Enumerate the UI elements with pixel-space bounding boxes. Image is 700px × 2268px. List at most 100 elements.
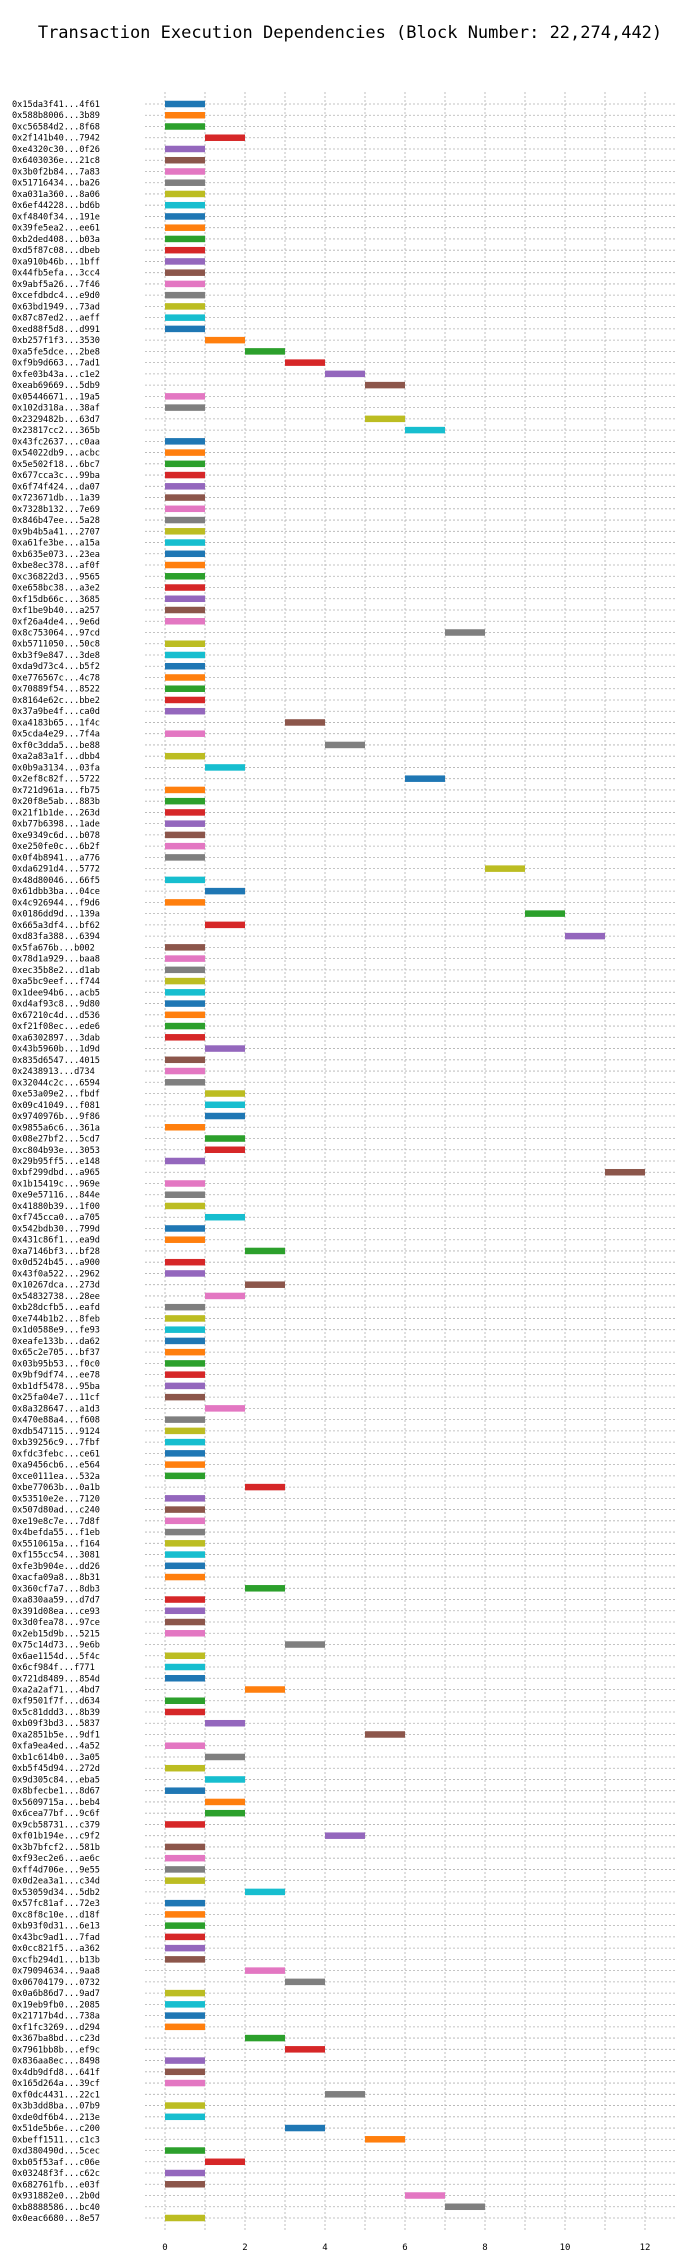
y-tick-label: 0x682761fb...e03f bbox=[12, 2180, 100, 2190]
bar-0x0eac6680...8e57 bbox=[165, 2214, 205, 2222]
bar-0xfa9ea4ed...4a52 bbox=[165, 1742, 205, 1749]
y-tick-label: 0x723671db...1a39 bbox=[12, 494, 100, 504]
y-tick-label: 0x931882e0...2b0d bbox=[12, 2192, 100, 2202]
bar-0xa6302897...3dab bbox=[165, 1034, 205, 1041]
y-tick-label: 0x102d318a...38af bbox=[12, 404, 100, 414]
y-tick-label: 0xc56584d2...8f68 bbox=[12, 122, 100, 132]
y-tick-label: 0xe250fe0c...6b2f bbox=[12, 842, 100, 852]
y-tick-label: 0x4db9dfd8...641f bbox=[12, 2068, 100, 2078]
bar-0xe19e8c7e...7d8f bbox=[165, 1517, 205, 1525]
y-tick-label: 0xcefdbdc4...e9d0 bbox=[12, 291, 100, 301]
y-tick-label: 0x20f8e5ab...883b bbox=[12, 797, 100, 807]
bar-0xcefdbdc4...e9d0 bbox=[165, 291, 205, 299]
y-tick-label: 0xf26a4de4...9e6d bbox=[12, 617, 100, 627]
bar-0x03248f3f...c62c bbox=[165, 2169, 205, 2177]
x-tick-label: 2 bbox=[242, 2243, 247, 2253]
bar-0x9abf5a26...7f46 bbox=[165, 280, 205, 288]
y-tick-label: 0x25fa04e7...11cf bbox=[12, 1393, 100, 1403]
y-tick-label: 0x0a6b86d7...9ad7 bbox=[12, 1989, 100, 1999]
bar-0xe9e57116...844e bbox=[165, 1191, 205, 1198]
bar-0x67210c4d...d536 bbox=[165, 1011, 205, 1019]
bar-0xff4d706e...9e55 bbox=[165, 1866, 205, 1873]
y-tick-label: 0xcfb294d1...b13b bbox=[12, 1955, 100, 1965]
y-tick-label: 0xbe77063b...0a1b bbox=[12, 1483, 100, 1493]
bar-0x32044c2c...6594 bbox=[165, 1079, 205, 1086]
bar-0x665a3df4...bf62 bbox=[205, 921, 245, 929]
y-tick-label: 0xfdc3febc...ce61 bbox=[12, 1449, 100, 1459]
y-tick-label: 0xed88f5d8...d991 bbox=[12, 325, 100, 335]
bar-0x70889f54...8522 bbox=[165, 685, 205, 692]
bar-0x1dee94b6...acb5 bbox=[165, 989, 205, 996]
y-tick-label: 0x78d1a929...baa8 bbox=[12, 955, 100, 965]
bar-0x391d08ea...ce93 bbox=[165, 1607, 205, 1615]
y-tick-label: 0xf1be9b40...a257 bbox=[12, 606, 100, 616]
bar-0x5e502f18...6bc7 bbox=[165, 460, 205, 468]
bar-0x54022db9...acbc bbox=[165, 449, 205, 456]
x-tick-label: 6 bbox=[402, 2243, 407, 2253]
y-tick-label: 0x54832738...28ee bbox=[12, 1292, 100, 1302]
bar-0xeafe133b...da62 bbox=[165, 1337, 205, 1345]
bar-0xeab69669...5db9 bbox=[365, 381, 405, 389]
bar-0x6f74f424...da07 bbox=[165, 483, 205, 490]
bar-0x6ef44228...bd6b bbox=[165, 201, 205, 209]
bar-0xf0c3dda5...be88 bbox=[325, 741, 365, 749]
y-tick-label: 0x08e27bf2...5cd7 bbox=[12, 1135, 100, 1145]
y-tick-label: 0x39fe5ea2...ee61 bbox=[12, 224, 100, 234]
y-tick-label: 0x665a3df4...bf62 bbox=[12, 921, 100, 931]
y-tick-label: 0x44fb5efa...3cc4 bbox=[12, 269, 100, 279]
y-tick-label: 0x6ae1154d...5f4c bbox=[12, 1652, 100, 1662]
bar-0xf155cc54...3081 bbox=[165, 1551, 205, 1558]
bar-0x2ef8c82f...5722 bbox=[405, 775, 445, 782]
y-tick-label: 0x2438913...d734 bbox=[12, 1067, 95, 1077]
bar-0x7961bb8b...ef9c bbox=[285, 2046, 325, 2053]
y-tick-label: 0x6cea77bf...9c6f bbox=[12, 1809, 100, 1819]
y-tick-label: 0x8bfecbe1...8d67 bbox=[12, 1787, 100, 1797]
y-tick-label: 0xec35b8e2...d1ab bbox=[12, 966, 100, 976]
bar-0xe776567c...4c78 bbox=[165, 674, 205, 681]
bar-0xf21f08ec...ede6 bbox=[165, 1022, 205, 1030]
y-tick-label: 0x70889f54...8522 bbox=[12, 685, 100, 695]
y-tick-label: 0xb5711050...50c8 bbox=[12, 640, 100, 650]
y-tick-label: 0xbf299dbd...a965 bbox=[12, 1168, 100, 1178]
bar-0xbeff1511...c1c3 bbox=[365, 2136, 405, 2143]
y-tick-label: 0xfe03b43a...c1e2 bbox=[12, 370, 100, 380]
y-tick-label: 0xa4183b65...1f4c bbox=[12, 718, 100, 728]
bar-0xfe03b43a...c1e2 bbox=[325, 370, 365, 378]
y-tick-label: 0xb93f0d31...6e13 bbox=[12, 1922, 100, 1932]
y-tick-label: 0xe9e57116...844e bbox=[12, 1191, 100, 1201]
bar-0x15da3f41...4f61 bbox=[165, 100, 205, 108]
y-tick-label: 0x21717b4d...738a bbox=[12, 2012, 100, 2022]
y-tick-label: 0x1dee94b6...acb5 bbox=[12, 988, 100, 998]
bar-0x19eb9fb0...2085 bbox=[165, 2001, 205, 2008]
bar-0x41880b39...1f00 bbox=[165, 1202, 205, 1210]
y-tick-label: 0xe658bc38...a3e2 bbox=[12, 584, 100, 594]
y-tick-label: 0xc8f8c10e...d18f bbox=[12, 1910, 100, 1920]
y-tick-label: 0x836aa8ec...8498 bbox=[12, 2057, 100, 2067]
bar-0xa2a83a1f...dbb4 bbox=[165, 752, 205, 760]
y-tick-label: 0x06704179...0732 bbox=[12, 1978, 100, 1988]
bar-0x3b0f2b84...7a83 bbox=[165, 168, 205, 175]
y-tick-label: 0x37a9be4f...ca0d bbox=[12, 707, 100, 717]
y-tick-label: 0xe19e8c7e...7d8f bbox=[12, 1517, 100, 1527]
y-tick-label: 0x2f141b40...7942 bbox=[12, 134, 100, 144]
bar-0x05446671...19a5 bbox=[165, 393, 205, 400]
bar-0xe744b1b2...8feb bbox=[165, 1315, 205, 1322]
y-tick-label: 0x367ba8bd...c23d bbox=[12, 2034, 100, 2044]
y-tick-label: 0xb28dcfb5...eafd bbox=[12, 1303, 100, 1313]
y-tick-label: 0x15da3f41...4f61 bbox=[12, 100, 100, 110]
bar-0x682761fb...e03f bbox=[165, 2181, 205, 2188]
x-tick-label: 8 bbox=[482, 2243, 487, 2253]
bar-0x4befda55...f1eb bbox=[165, 1528, 205, 1536]
y-tick-label: 0xf745cca0...a705 bbox=[12, 1213, 100, 1223]
y-tick-label: 0x79094634...9aa8 bbox=[12, 1967, 100, 1977]
y-tick-label: 0x542bdb30...799d bbox=[12, 1224, 100, 1234]
y-tick-label: 0x6cf984f...f771 bbox=[12, 1663, 95, 1673]
y-tick-label: 0xb09f3bd3...5837 bbox=[12, 1719, 100, 1729]
y-tick-label: 0x67210c4d...d536 bbox=[12, 1011, 100, 1021]
bar-0xe658bc38...a3e2 bbox=[165, 584, 205, 591]
bar-0x09c41049...f081 bbox=[205, 1101, 245, 1109]
y-tick-label: 0x51de5b6e...c200 bbox=[12, 2124, 100, 2134]
y-tick-label: 0x21f1b1de...263d bbox=[12, 808, 100, 818]
bar-0x721d961a...fb75 bbox=[165, 786, 205, 794]
bar-0x57fc81af...72e3 bbox=[165, 1899, 205, 1907]
